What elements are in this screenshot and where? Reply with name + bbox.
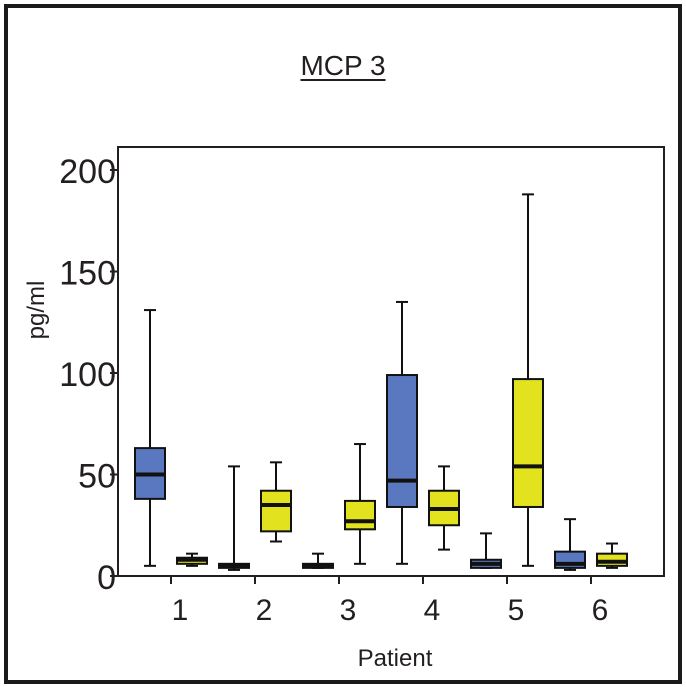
x-tick-label: 6 <box>592 594 609 627</box>
plot-area-border <box>117 146 665 577</box>
axis-labels: 0 50 100 150 200 1 2 3 4 5 6 Patient pg/ml <box>23 153 608 672</box>
box-body <box>344 499 376 531</box>
x-tick-label: 2 <box>256 594 273 627</box>
y-tick-label: 150 <box>59 255 116 293</box>
box-6-series-1 <box>554 518 586 571</box>
x-tick-label: 5 <box>508 594 525 627</box>
x-axis-title: Patient <box>358 645 433 672</box>
box-6-series-2 <box>596 542 628 569</box>
x-tick-label: 4 <box>424 594 441 627</box>
box-5-series-2 <box>512 193 544 567</box>
chart-title: MCP 3 <box>300 50 386 81</box>
box-4-series-1 <box>386 300 418 565</box>
box-4-series-2 <box>428 465 460 551</box>
x-tick-label: 1 <box>172 594 189 627</box>
y-axis-title: pg/ml <box>23 281 50 340</box>
box-3-series-1 <box>302 552 334 569</box>
y-tick-label: 50 <box>78 458 116 496</box>
box-body <box>260 489 292 533</box>
y-tick-label: 200 <box>59 153 116 191</box>
y-tick-label: 100 <box>59 356 116 394</box>
box-body <box>596 552 628 567</box>
y-tick-label: 0 <box>97 559 116 597</box>
box-body <box>386 374 418 508</box>
box-body <box>512 378 544 508</box>
box-series <box>134 193 628 571</box>
box-5-series-1 <box>470 532 502 569</box>
box-2-series-2 <box>260 461 292 543</box>
box-2-series-1 <box>218 465 250 571</box>
axes <box>110 146 665 584</box>
box-1-series-1 <box>134 309 166 567</box>
x-tick-label: 3 <box>340 594 357 627</box>
box-1-series-2 <box>176 552 208 567</box>
box-3-series-2 <box>344 443 376 565</box>
